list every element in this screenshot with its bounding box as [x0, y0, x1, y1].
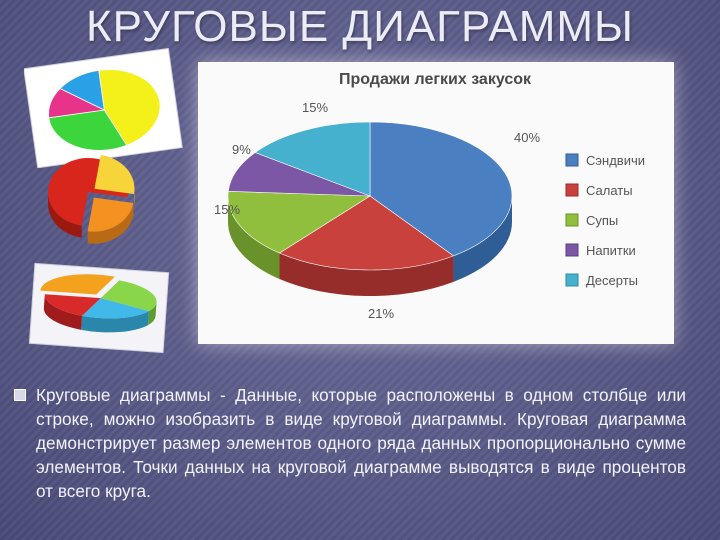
thumb2-slice-2 — [94, 155, 135, 195]
thumb1-slice-3 — [59, 69, 105, 111]
thumb3-slice-3 — [44, 294, 101, 316]
thumbnail-pie-3d-slices — [40, 274, 157, 333]
bullet-block: Круговые диаграммы - Данные, которые рас… — [14, 383, 686, 503]
bullet-square-icon — [14, 389, 26, 401]
pie-side-2 — [228, 196, 280, 280]
thumb3-slice-0 — [40, 274, 115, 295]
legend-swatch-3 — [565, 243, 579, 257]
thumbnail-pie-flat-slices — [48, 69, 161, 151]
thumb2-side-0 — [48, 192, 82, 238]
thumb3-side-2 — [81, 311, 149, 333]
thumb3-slice-2 — [82, 298, 149, 319]
pie-value-label-0: 40% — [514, 130, 540, 145]
slide-title: КРУГОВЫЕ ДИАГРАММЫ — [85, 2, 635, 51]
legend-swatch-4 — [565, 273, 579, 287]
thumb2-slice-1 — [87, 197, 134, 232]
legend-label-2: Супы — [586, 213, 618, 228]
thumb3-side-3 — [43, 294, 83, 330]
pie-slice-4 — [254, 121, 371, 197]
pie-slice-1 — [278, 195, 455, 271]
pie-value-label-3: 9% — [232, 142, 251, 157]
pie-slice-0 — [369, 121, 513, 257]
legend-swatch-2 — [565, 213, 579, 227]
pie-slice-3 — [227, 152, 371, 197]
pie-side-0 — [453, 196, 512, 282]
thumb1-slice-1 — [48, 109, 128, 151]
thumbnail-pie-exploded — [48, 155, 135, 244]
pie-top — [227, 121, 513, 271]
thumbnail-pie-flat — [24, 48, 183, 168]
pie-value-label-1: 21% — [368, 306, 394, 321]
legend-swatch-1 — [565, 183, 579, 197]
legend-label-3: Напитки — [586, 243, 636, 258]
bullet-text: Круговые диаграммы - Данные, которые рас… — [36, 385, 686, 501]
thumb3-slice-1 — [100, 280, 157, 312]
chart-card: Продажи легких закусок 40% 21% 15% 9% 15% Сэ… — [198, 62, 674, 344]
thumb2-side-1 — [87, 202, 134, 244]
pie-sides — [228, 196, 512, 296]
chart-title: Продажи легких закусок — [339, 71, 532, 88]
pie-labels: 40% 21% 15% 9% 15% — [214, 100, 540, 321]
pie-side-1 — [279, 253, 454, 296]
legend-label-4: Десерты — [586, 273, 638, 288]
pie-slice-2 — [227, 191, 371, 254]
thumb1-slice-0 — [98, 69, 161, 146]
legend-label-0: Сэндвичи — [586, 153, 645, 168]
legend: Сэндвичи Салаты Супы Напитки Десерты — [565, 153, 645, 288]
legend-label-1: Салаты — [586, 183, 633, 198]
legend-swatch-0 — [565, 153, 579, 167]
pie-value-label-2: 15% — [214, 202, 240, 217]
pie-chart: Продажи легких закусок 40% 21% 15% 9% 15% Сэ… — [214, 71, 645, 321]
thumbnail-pie-exploded-slices — [48, 155, 135, 244]
thumbnail-pie-3d — [28, 262, 170, 354]
pie-value-label-4: 15% — [302, 100, 328, 115]
thumb3-side-1 — [147, 302, 157, 326]
